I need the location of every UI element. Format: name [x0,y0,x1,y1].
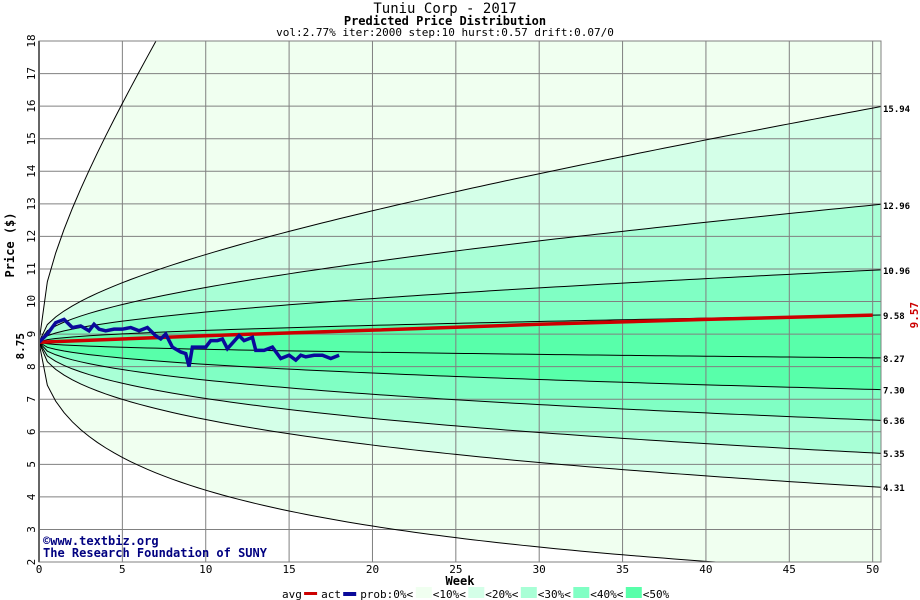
legend-band-swatch [520,587,537,598]
x-tick-label: 30 [533,563,546,576]
x-tick-label: 45 [783,563,796,576]
x-tick-label: 35 [616,563,629,576]
avg-series-line [39,313,873,344]
chart-params: vol:2.77% iter:2000 step:10 hurst:0.57 d… [276,26,614,39]
x-tick-label: 0 [36,563,43,576]
y-tick-label: 18 [25,34,38,47]
probability-band [39,342,881,454]
band-boundary-line [39,106,881,343]
legend-avg-swatch [304,592,318,595]
plot-content [39,41,881,562]
probability-band [39,106,881,343]
y-tick-label: 10 [25,295,38,308]
x-tick-label: 5 [119,563,126,576]
x-tick-label: 25 [449,563,462,576]
band-end-label: 9.58 [883,312,905,322]
x-tick-label: 15 [282,563,295,576]
y-tick-label: 7 [25,396,38,403]
band-boundary-line [39,341,881,454]
band-end-label: 5.35 [883,450,905,460]
watermark-url: ©www.textbiz.org [43,534,159,548]
avg-end-label: 9.57 [908,302,920,329]
band-end-label: 10.96 [883,267,910,277]
x-tick-label: 40 [699,563,712,576]
band-boundary-line [39,341,881,359]
y-tick-label: 13 [25,197,38,210]
probability-band [39,41,881,343]
band-boundary-line [39,341,881,391]
x-tick-label: 20 [366,563,379,576]
probability-band [39,342,881,488]
legend-band-label: <20%< [485,588,518,600]
legend-band-label: <10%< [433,588,466,600]
band-end-label: 12.96 [883,202,910,212]
probability-band [39,342,881,421]
y-tick-label: 5 [25,461,38,468]
legend-act-swatch [343,592,357,596]
y-tick-label: 4 [25,493,38,500]
watermark-org: The Research Foundation of SUNY [43,546,268,560]
y-tick-label: 9 [25,331,38,338]
band-boundary-line [39,342,881,488]
legend-avg-label: avg [282,588,302,600]
band-end-label: 4.31 [883,484,905,494]
legend-band-label: <50% [643,588,670,600]
y-tick-label: 17 [25,67,38,80]
x-axis-label: Week [446,574,476,588]
band-boundary-line [39,341,881,421]
chart-subtitle: Predicted Price Distribution [344,14,546,28]
band-end-label: 15.94 [883,105,911,115]
y-tick-label: 12 [25,230,38,243]
probability-band [39,342,881,390]
y-tick-label: 2 [25,559,38,566]
y-tick-label: 16 [25,100,38,113]
actual-series-line [39,317,340,368]
band-end-label: 7.30 [883,386,905,396]
band-boundary-line [39,342,723,562]
legend-band-label: <30%< [538,588,571,600]
x-tick-label: 50 [866,563,879,576]
start-price-label: 8.75 [14,333,27,360]
band-boundary-line [39,203,881,343]
y-tick-label: 11 [25,262,38,275]
legend-band-swatch [625,587,642,598]
y-tick-label: 3 [25,526,38,533]
legend: avg act prob:0%< <10%< <20%< <30%< <40%< <50% [282,587,670,600]
band-end-label: 6.36 [883,417,905,427]
legend-act-label: act [321,588,341,600]
probability-band [39,269,881,343]
band-boundary-line [39,269,881,343]
probability-band [39,342,881,562]
chart-title: Tuniu Corp - 2017 [373,1,516,17]
legend-band-swatch [468,587,485,598]
band-end-label: 8.27 [883,355,905,365]
y-axis-label: Price ($) [3,212,17,277]
y-tick-label: 14 [25,164,38,178]
legend-band-label: <40%< [590,588,623,600]
legend-band-swatch [415,587,432,598]
probability-band [39,315,881,358]
y-tick-label: 15 [25,132,38,145]
legend-prob-label: prob:0%< [360,588,413,600]
y-tick-label: 6 [25,428,38,435]
x-tick-label: 10 [199,563,212,576]
legend-band-swatch [573,587,590,598]
y-tick-label: 8 [25,363,38,370]
